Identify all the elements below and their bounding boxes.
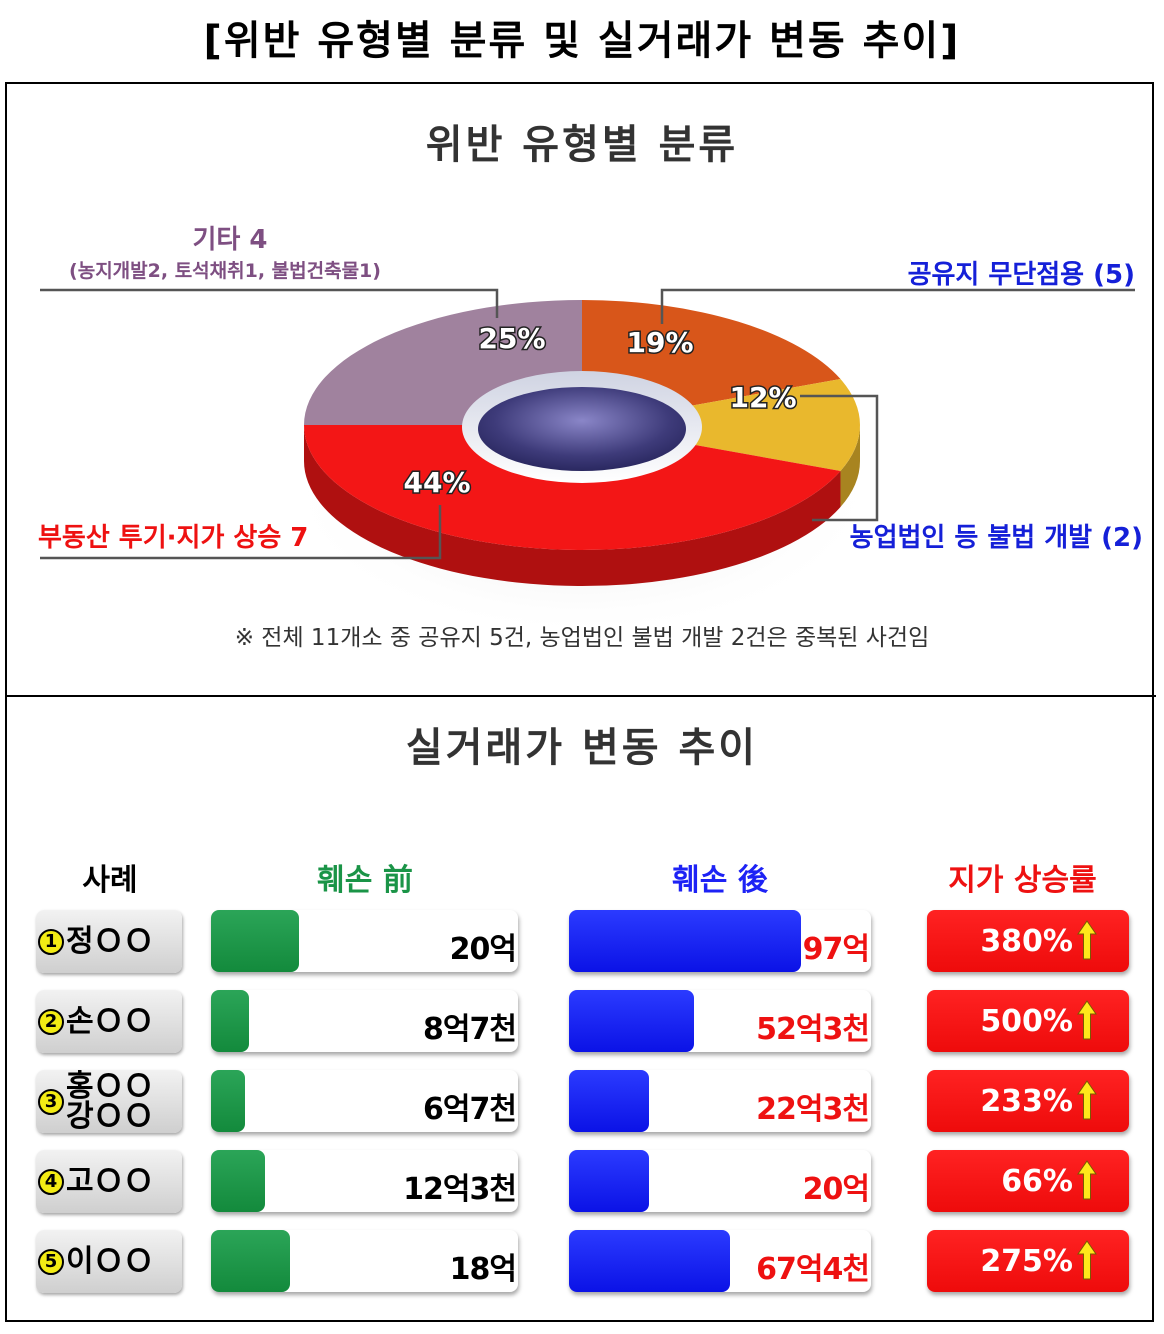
before-value: 12억3천 (403, 1172, 517, 1207)
up-arrow-icon (1077, 1160, 1097, 1208)
pie-section-title: 위반 유형별 분류 (425, 122, 739, 168)
rate-badge: 380% (927, 910, 1129, 972)
after-bar (569, 910, 801, 972)
case-label-2: 2 손ＯＯ (36, 990, 182, 1053)
case-label-5: 5 이ＯＯ (36, 1230, 182, 1293)
before-bar-track: 6억7천 (211, 1070, 518, 1132)
up-arrow-icon (1077, 1080, 1097, 1128)
case-number-badge: 4 (38, 1168, 64, 1195)
rate-badge: 275% (927, 1230, 1129, 1292)
header-rate: 지가 상승률 (948, 863, 1097, 898)
up-arrow-icon (1077, 1000, 1097, 1048)
after-bar-track: 20억 (569, 1150, 871, 1212)
content-frame (5, 82, 1154, 1322)
donut-hole (478, 387, 686, 471)
before-bar (211, 1070, 245, 1132)
header-case: 사례 (82, 863, 138, 898)
after-bar (569, 1150, 649, 1212)
leader-line-2 (40, 505, 442, 560)
before-bar-track: 20억 (211, 910, 518, 972)
percent-label-3: 25% (478, 322, 545, 355)
case-number-badge: 2 (38, 1008, 64, 1035)
percent-label-2: 44% (403, 466, 470, 499)
category-label-1: 농업법인 등 불법 개발 (2) (850, 523, 1143, 553)
donut-slice-2 (304, 425, 841, 551)
before-bar (211, 1230, 291, 1292)
before-value: 18억 (449, 1252, 517, 1287)
rate-badge: 500% (927, 990, 1129, 1052)
before-value: 6억7천 (423, 1092, 517, 1127)
after-bar-track: 97억 (569, 910, 871, 972)
rate-value: 380% (980, 924, 1073, 959)
before-bar-track: 18억 (211, 1230, 518, 1292)
case-name: 홍ＯＯ 강ＯＯ (66, 1068, 154, 1134)
donut-side-2 (304, 425, 841, 586)
case-number-badge: 3 (38, 1088, 64, 1115)
category-sublabel-3: (농지개발2, 토석채취1, 불법건축물1) (69, 260, 381, 282)
donut-slice-1 (686, 378, 860, 472)
after-value: 20억 (802, 1172, 870, 1207)
case-name: 고ＯＯ (66, 1163, 154, 1199)
before-bar-track: 8억7천 (211, 990, 518, 1052)
donut-side-1 (840, 425, 860, 508)
after-bar (569, 1230, 731, 1292)
after-bar-track: 52억3천 (569, 990, 871, 1052)
case-number-badge: 1 (38, 928, 64, 955)
category-label-2: 부동산 투기·지가 상승 7 (38, 523, 308, 553)
after-bar-track: 67억4천 (569, 1230, 871, 1292)
percent-label-0: 19% (626, 326, 693, 359)
donut-slice-3 (304, 300, 582, 425)
category-label-0: 공유지 무단점용 (5) (908, 260, 1135, 290)
rate-badge: 233% (927, 1070, 1129, 1132)
case-name: 손ＯＯ (66, 1003, 154, 1039)
header-after: 훼손 後 (672, 863, 768, 898)
category-label-3: 기타 4 (193, 225, 268, 255)
after-value: 67억4천 (756, 1252, 870, 1287)
after-value: 22억3천 (756, 1092, 870, 1127)
rate-value: 233% (980, 1084, 1073, 1119)
percent-label-1: 12% (729, 381, 796, 414)
before-bar (211, 910, 299, 972)
after-value: 97억 (802, 932, 870, 967)
after-bar (569, 990, 695, 1052)
up-arrow-icon (1077, 920, 1097, 968)
after-bar-track: 22억3천 (569, 1070, 871, 1132)
leader-line-1 (800, 394, 879, 522)
leader-line-3 (40, 288, 499, 318)
footnote: ※ 전체 11개소 중 공유지 5건, 농업법인 불법 개발 2건은 중복된 사… (234, 625, 930, 651)
case-number-badge: 5 (38, 1248, 64, 1275)
before-value: 8억7천 (423, 1012, 517, 1047)
before-bar-track: 12억3천 (211, 1150, 518, 1212)
before-value: 20억 (449, 932, 517, 967)
rate-value: 275% (980, 1244, 1073, 1279)
rate-value: 500% (980, 1004, 1073, 1039)
leader-line-0 (660, 288, 1135, 324)
before-bar (211, 1150, 266, 1212)
before-bar (211, 990, 250, 1052)
violation-donut-chart: 19% 12% 44% 25% 공유지 무단점용 (5) 농업법인 등 불법 개발 (2)… (38, 225, 1143, 638)
rate-badge: 66% (927, 1150, 1129, 1212)
case-label-4: 4 고ＯＯ (36, 1150, 182, 1213)
page-title: [위반 유형별 분류 및 실거래가 변동 추이] (203, 18, 961, 64)
bar-section-title: 실거래가 변동 추이 (405, 725, 759, 771)
section-divider (5, 695, 1156, 697)
up-arrow-icon (1077, 1240, 1097, 1288)
after-bar (569, 1070, 649, 1132)
case-label-3: 3 홍ＯＯ 강ＯＯ (36, 1070, 182, 1133)
case-label-1: 1 정ＯＯ (36, 910, 182, 973)
after-value: 52억3천 (756, 1012, 870, 1047)
header-before: 훼손 前 (317, 863, 413, 898)
rate-value: 66% (1001, 1164, 1073, 1199)
case-name: 이ＯＯ (66, 1243, 154, 1279)
case-name: 정ＯＯ (66, 923, 154, 959)
